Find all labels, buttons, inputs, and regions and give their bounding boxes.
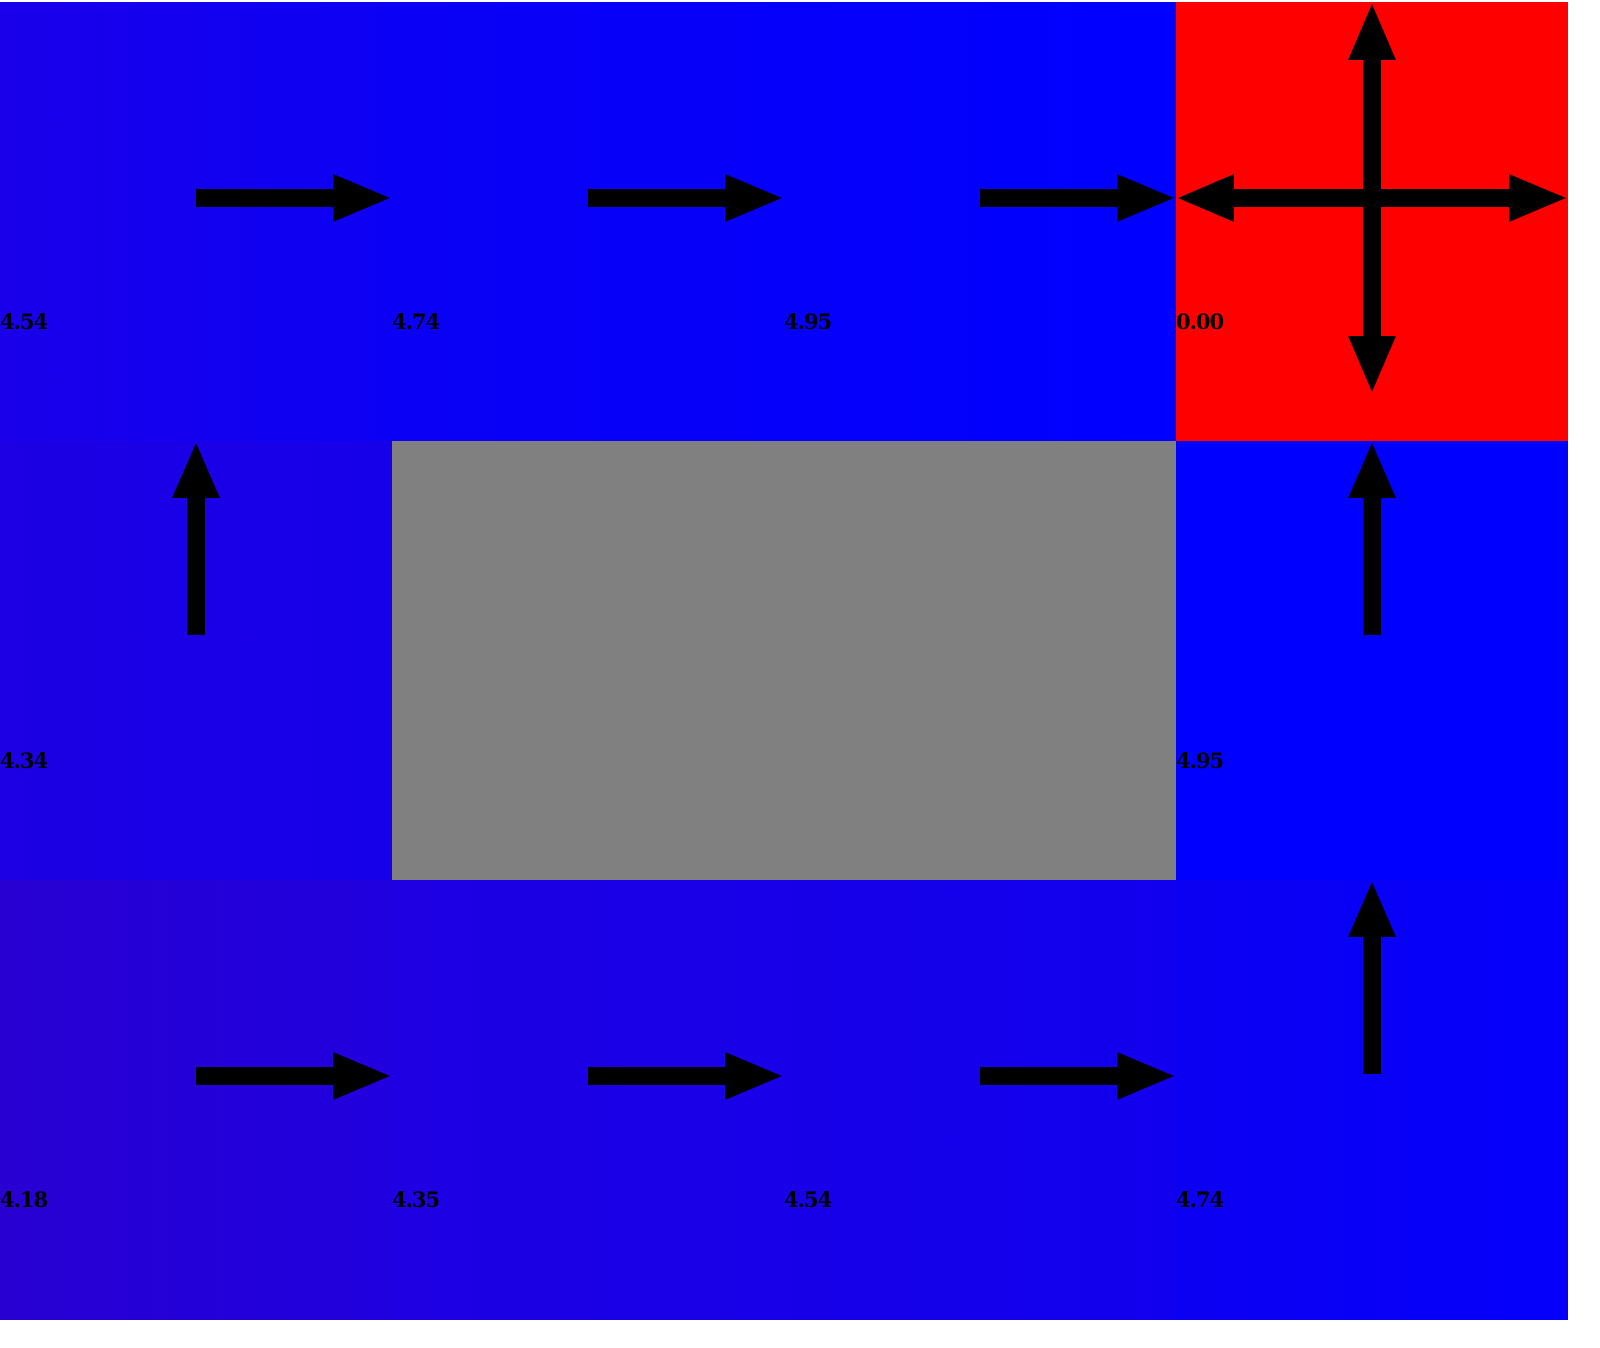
cell-r1c0: 4.34 xyxy=(0,441,392,880)
arrow-all-directions-icon xyxy=(1178,4,1566,392)
arrow-up-icon xyxy=(172,443,220,635)
cell-value: 4.95 xyxy=(784,309,832,334)
cell-r0c0: 4.54 xyxy=(0,2,392,441)
cell-r2c0: 4.18 xyxy=(0,880,392,1320)
cell-value: 4.34 xyxy=(0,748,48,773)
cell-r2c3: 4.74 xyxy=(1176,880,1568,1320)
cell-value: 4.35 xyxy=(392,1187,440,1212)
wall-block xyxy=(392,441,1176,880)
arrow-up-icon xyxy=(1348,882,1396,1074)
cell-r0c1-r0c2: 4.74 4.95 xyxy=(392,2,1176,441)
cell-r0c3-terminal: 0.00 xyxy=(1176,2,1568,441)
cell-value: 4.74 xyxy=(1176,1187,1224,1212)
arrow-right-icon xyxy=(980,1052,1174,1100)
cell-value: 4.54 xyxy=(784,1187,832,1212)
cell-r1c3: 4.95 xyxy=(1176,441,1568,880)
cell-value: 4.95 xyxy=(1176,748,1224,773)
value-grid: 4.54 4.74 4.95 0.00 4.34 xyxy=(0,2,1568,1320)
arrow-right-icon xyxy=(196,174,390,222)
cell-r2c1-r2c2: 4.35 4.54 xyxy=(392,880,1176,1320)
arrow-right-icon xyxy=(588,174,782,222)
arrow-right-icon xyxy=(196,1052,390,1100)
arrow-up-icon xyxy=(1348,443,1396,635)
cell-value: 4.18 xyxy=(0,1187,48,1212)
arrow-right-icon xyxy=(980,174,1174,222)
cell-value: 4.74 xyxy=(392,309,440,334)
cell-value: 0.00 xyxy=(1176,309,1224,334)
cell-value: 4.54 xyxy=(0,309,48,334)
arrow-right-icon xyxy=(588,1052,782,1100)
